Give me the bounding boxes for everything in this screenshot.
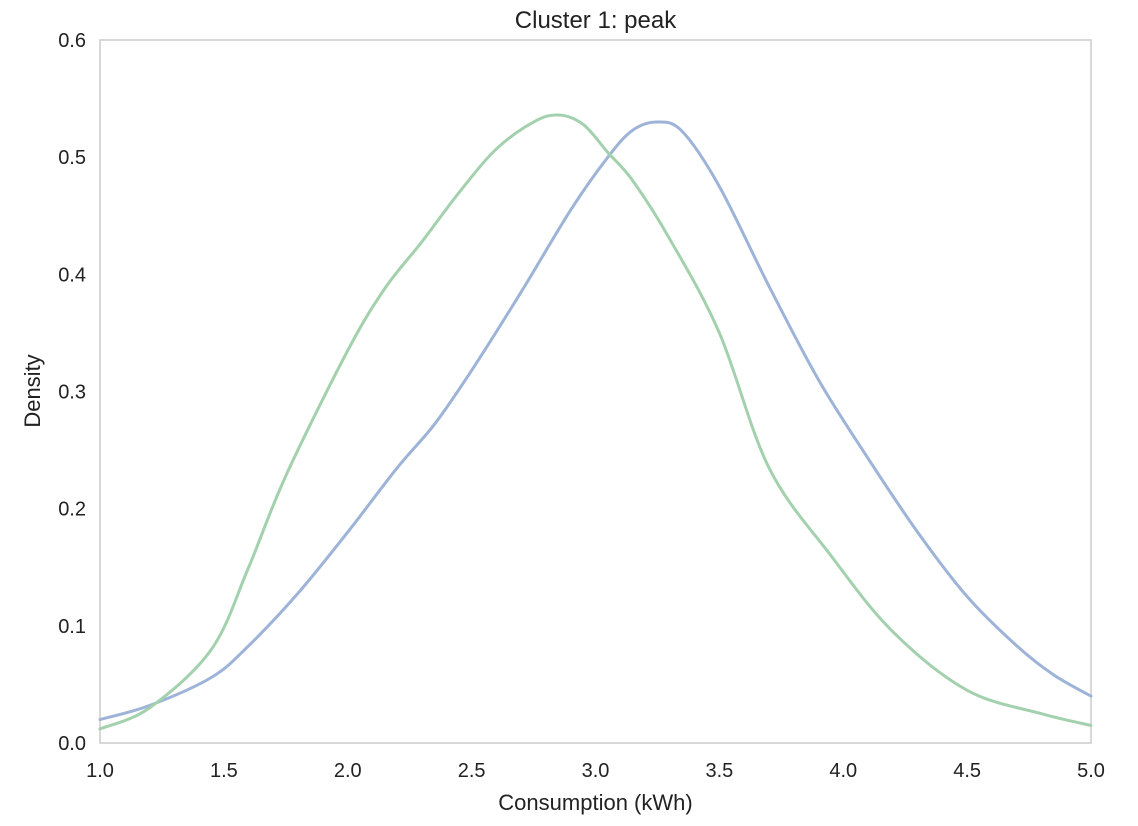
y-tick-labels: 0.0 0.1 0.2 0.3 0.4 0.5 0.6 [58, 30, 86, 755]
y-tick-label: 0.6 [58, 30, 86, 52]
x-tick-label: 1.0 [86, 760, 114, 782]
plot-area-frame [99, 39, 1092, 744]
y-tick-label: 0.2 [58, 499, 86, 521]
chart-title: Cluster 1: peak [515, 7, 677, 34]
x-tick-label: 2.0 [334, 760, 362, 782]
y-tick-label: 0.5 [58, 147, 86, 169]
x-tick-label: 3.0 [582, 760, 610, 782]
y-axis-label: Density [20, 354, 45, 427]
y-tick-label: 0.4 [58, 264, 86, 286]
y-tick-label: 0.0 [58, 733, 86, 755]
x-tick-label: 3.5 [705, 760, 733, 782]
y-tick-label: 0.3 [58, 382, 86, 404]
x-tick-label: 1.5 [210, 760, 238, 782]
x-axis-label: Consumption (kWh) [498, 790, 692, 815]
x-tick-label: 5.0 [1077, 760, 1105, 782]
series-layer [98, 113, 1093, 731]
y-tick-label: 0.1 [58, 616, 86, 638]
x-tick-labels: 1.0 1.5 2.0 2.5 3.0 3.5 4.0 4.5 5.0 [86, 760, 1105, 782]
x-tick-label: 4.5 [953, 760, 981, 782]
x-tick-label: 2.5 [458, 760, 486, 782]
series-line-2 [98, 113, 1093, 731]
series-line-1 [98, 120, 1093, 722]
x-tick-label: 4.0 [829, 760, 857, 782]
